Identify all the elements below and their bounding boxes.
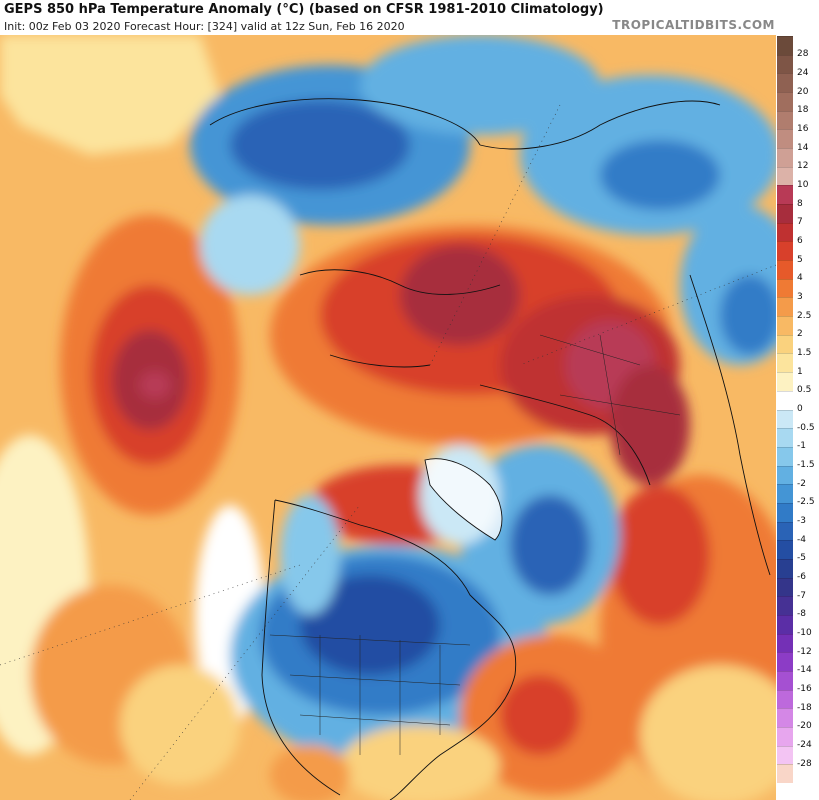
colorbar-segment: [777, 204, 793, 223]
map-canvas: [0, 35, 776, 800]
colorbar-segment: [777, 110, 793, 130]
colorbar-segment: [777, 36, 793, 55]
colorbar-tick-label: -8: [797, 609, 806, 620]
colorbar-segment: [777, 484, 793, 503]
coastline-outlines: [209, 98, 771, 800]
colorbar-segment: [777, 614, 793, 634]
colorbar-segment: [777, 745, 793, 765]
colorbar-tick-label: -3: [797, 516, 806, 527]
colorbar-segment: [777, 409, 793, 429]
colorbar-segment: [777, 372, 793, 391]
colorbar-segment: [777, 428, 793, 447]
colorbar-segment: [777, 390, 793, 410]
colorbar-tick-label: 16: [797, 123, 809, 134]
colorbar-tick-label: 0.5: [797, 385, 812, 396]
colorbar-tick-label: -10: [797, 628, 812, 639]
colorbar-tick-label: -2: [797, 478, 806, 489]
colorbar-segment: [777, 670, 793, 690]
colorbar-segment: [777, 129, 793, 149]
colorbar-tick-label: 12: [797, 161, 809, 172]
colorbar-segment: [777, 316, 793, 335]
colorbar-tick-label: 20: [797, 86, 809, 97]
colorbar-tick-label: -18: [797, 702, 812, 713]
colorbar-tick-label: -24: [797, 740, 812, 751]
colorbar-tick-label: 10: [797, 179, 809, 190]
chart-title: GEPS 850 hPa Temperature Anomaly (°C) (b…: [4, 2, 604, 17]
colorbar-tick-label: -1.5: [797, 460, 815, 471]
colorbar-segment: [777, 558, 793, 578]
colorbar-tick-label: 0: [797, 404, 803, 414]
colorbar-tick-label: -0.5: [797, 422, 815, 433]
colorbar-segment: [777, 764, 793, 783]
colorbar-tick-label: 24: [797, 67, 809, 78]
colorbar-tick-label: 5: [797, 254, 803, 265]
colorbar-segment: [777, 297, 793, 317]
political-boundaries: [269, 334, 681, 755]
colorbar-segment: [777, 521, 793, 541]
colorbar-segment: [777, 689, 793, 709]
colorbar-segment: [777, 185, 793, 205]
colorbar-tick-label: -5: [797, 553, 806, 564]
colorbar-tick-label: -12: [797, 646, 812, 657]
colorbar-tick-label: -20: [797, 721, 812, 732]
colorbar-tick-label: 7: [797, 217, 803, 228]
colorbar-segment: [777, 577, 793, 597]
colorbar-segment: [777, 540, 793, 559]
temperature-anomaly-map: [0, 35, 776, 800]
colorbar-tick-label: 6: [797, 235, 803, 246]
colorbar-segment: [777, 465, 793, 485]
colorbar-tick-label: 3: [797, 291, 803, 302]
colorbar-segment: [777, 334, 793, 354]
colorbar-segment: [777, 708, 793, 727]
colorbar-segment: [777, 73, 793, 93]
source-brand: TROPICALTIDBITS.COM: [612, 18, 775, 32]
colorbar-segment: [777, 633, 793, 653]
colorbar-tick-label: 2: [797, 329, 803, 340]
colorbar-segment: [777, 353, 793, 373]
colorbar-segment: [777, 166, 793, 186]
colorbar-segment: [777, 502, 793, 522]
colorbar-segment: [777, 652, 793, 671]
colorbar-tick-label: 2.5: [797, 310, 812, 321]
colorbar-tick-label: 4: [797, 273, 803, 284]
colorbar-tick-label: 1.5: [797, 347, 812, 358]
colorbar-tick-label: 18: [797, 105, 809, 116]
colorbar-tick-label: -6: [797, 572, 806, 583]
colorbar-segment: [777, 446, 793, 466]
colorbar-tick-label: 28: [797, 49, 809, 60]
colorbar-segment: [777, 92, 793, 111]
colorbar-tick-label: 1: [797, 366, 803, 377]
anomaly-shading: [0, 35, 776, 800]
colorbar-tick-label: 14: [797, 142, 809, 153]
colorbar-segment: [777, 596, 793, 615]
graticule-lines: [0, 104, 776, 800]
color-scale-bar: [777, 36, 793, 783]
colorbar-segment: [777, 260, 793, 279]
colorbar-segment: [777, 241, 793, 261]
colorbar-segment: [777, 278, 793, 298]
colorbar-tick-label: -2.5: [797, 497, 815, 508]
init-forecast-info: Init: 00z Feb 03 2020 Forecast Hour: [32…: [4, 20, 405, 33]
colorbar-segment: [777, 54, 793, 74]
colorbar-segment: [777, 148, 793, 167]
colorbar-tick-label: -28: [797, 758, 812, 769]
colorbar-tick-label: 8: [797, 198, 803, 209]
colorbar-tick-label: -4: [797, 534, 806, 545]
colorbar-tick-label: -7: [797, 590, 806, 601]
colorbar-tick-label: -1: [797, 441, 806, 452]
colorbar-tick-label: -14: [797, 665, 812, 676]
colorbar-tick-label: -16: [797, 684, 812, 695]
colorbar-segment: [777, 726, 793, 746]
colorbar-segment: [777, 222, 793, 242]
